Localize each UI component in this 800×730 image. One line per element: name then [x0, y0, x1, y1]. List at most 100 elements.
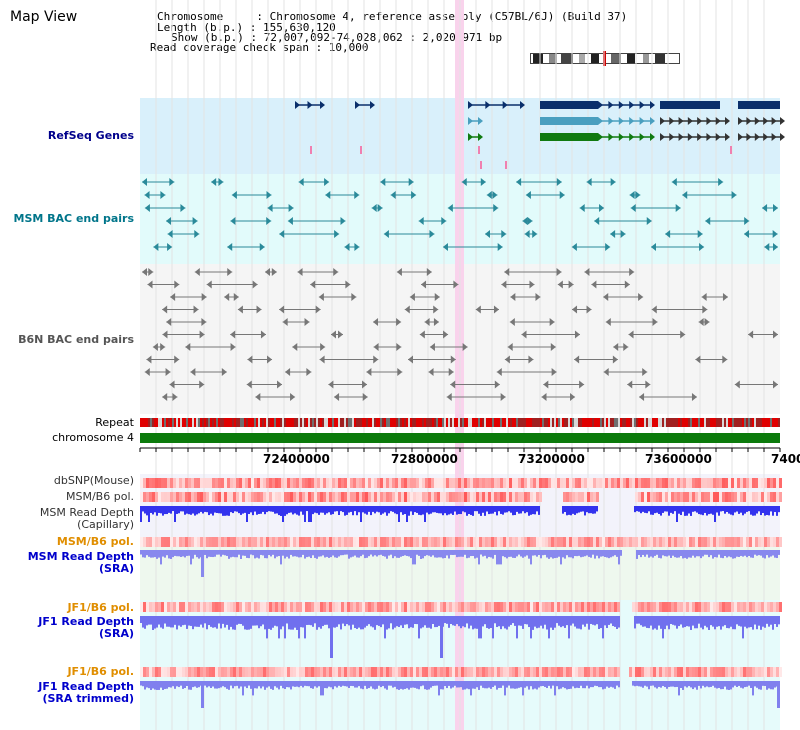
pol-cell — [542, 667, 545, 677]
pol-cell — [461, 667, 464, 677]
bac-end-marker — [629, 191, 635, 199]
depth-bar — [320, 550, 322, 557]
repeat-segment — [462, 418, 464, 427]
depth-bar — [772, 681, 774, 690]
depth-bar — [666, 616, 668, 626]
repeat-segment — [300, 418, 302, 427]
repeat-segment — [756, 418, 758, 427]
depth-bar — [362, 616, 364, 630]
depth-bar — [512, 550, 514, 558]
bac-end-marker — [199, 330, 205, 339]
depth-bar — [398, 506, 400, 522]
pol-cell — [413, 492, 416, 502]
depth-bar — [158, 616, 160, 625]
depth-bar — [188, 506, 190, 515]
pol-cell — [293, 492, 296, 502]
depth-bar — [232, 506, 234, 514]
depth-bar — [698, 681, 700, 686]
repeat-segment — [510, 418, 512, 427]
pol-cell — [170, 478, 173, 488]
depth-bar — [308, 681, 310, 687]
depth-bar — [384, 681, 386, 689]
pol-cell — [317, 667, 320, 677]
depth-bar — [428, 506, 430, 515]
bac-end-marker — [267, 204, 273, 212]
pol-cell — [368, 602, 371, 612]
pol-cell — [479, 667, 482, 677]
pol-cell — [227, 667, 230, 677]
bac-end-marker — [635, 191, 641, 199]
depth-bar — [566, 506, 568, 516]
pol-cell — [560, 537, 563, 547]
depth-bar — [258, 550, 260, 559]
repeat-segment — [360, 418, 362, 427]
bac-end-marker — [557, 280, 563, 289]
depth-bar — [640, 550, 642, 558]
gene-exon — [355, 101, 360, 109]
repeat-segment — [468, 418, 470, 427]
repeat-segment — [220, 418, 222, 427]
depth-bar — [374, 550, 376, 556]
depth-bar — [308, 550, 310, 557]
depth-bar — [192, 681, 194, 688]
pol-cell — [542, 537, 545, 547]
depth-bar — [216, 681, 218, 689]
depth-bar — [246, 506, 248, 522]
pol-cell — [317, 602, 320, 612]
depth-bar — [596, 616, 598, 625]
depth-bar — [318, 550, 320, 557]
depth-bar — [370, 681, 372, 687]
pol-cell — [341, 478, 344, 488]
depth-bar — [400, 506, 402, 513]
depth-bar — [370, 616, 372, 627]
depth-bar — [436, 550, 438, 558]
pol-cell — [749, 667, 752, 677]
depth-bar — [712, 616, 714, 627]
depth-bar — [344, 681, 346, 687]
depth-bar — [360, 681, 362, 689]
depth-bar — [492, 616, 494, 639]
bac-end-marker — [630, 204, 636, 212]
pol-cell — [242, 537, 245, 547]
depth-bar — [712, 681, 714, 686]
pol-cell — [188, 667, 191, 677]
pol-cell — [734, 667, 737, 677]
repeat-segment — [486, 418, 488, 427]
depth-bar — [504, 681, 506, 696]
pol-cell — [590, 478, 593, 488]
gene-tick — [730, 146, 732, 154]
depth-bar — [178, 616, 180, 626]
depth-bar — [322, 616, 324, 627]
depth-bar — [316, 616, 318, 630]
depth-bar — [772, 550, 774, 556]
pol-cell — [554, 602, 557, 612]
repeat-segment — [714, 418, 716, 427]
pol-cell — [170, 667, 173, 677]
depth-bar — [492, 506, 494, 514]
depth-bar — [334, 616, 336, 628]
bac-end-marker — [166, 217, 172, 225]
pol-cell — [140, 602, 143, 612]
depth-bar — [422, 681, 424, 686]
pol-cell — [269, 602, 272, 612]
bac-end-marker — [645, 380, 651, 389]
depth-bar — [738, 506, 740, 514]
pol-cell — [155, 602, 158, 612]
depth-bar — [544, 681, 546, 687]
depth-bar — [658, 681, 660, 687]
pol-cell — [506, 478, 509, 488]
track-label-jf1-pol-2: JF1/B6 pol. — [67, 665, 134, 678]
chromosome-4-bar — [140, 433, 780, 443]
repeat-segment — [476, 418, 478, 427]
repeat-segment — [426, 418, 428, 427]
pol-cell — [311, 492, 314, 502]
pol-cell — [284, 602, 287, 612]
pol-cell — [140, 667, 143, 677]
repeat-segment — [602, 418, 604, 427]
depth-bar — [504, 506, 506, 513]
depth-bar — [356, 681, 358, 688]
depth-bar — [174, 506, 176, 522]
gene-exon — [678, 133, 684, 141]
pol-cell — [419, 667, 422, 677]
